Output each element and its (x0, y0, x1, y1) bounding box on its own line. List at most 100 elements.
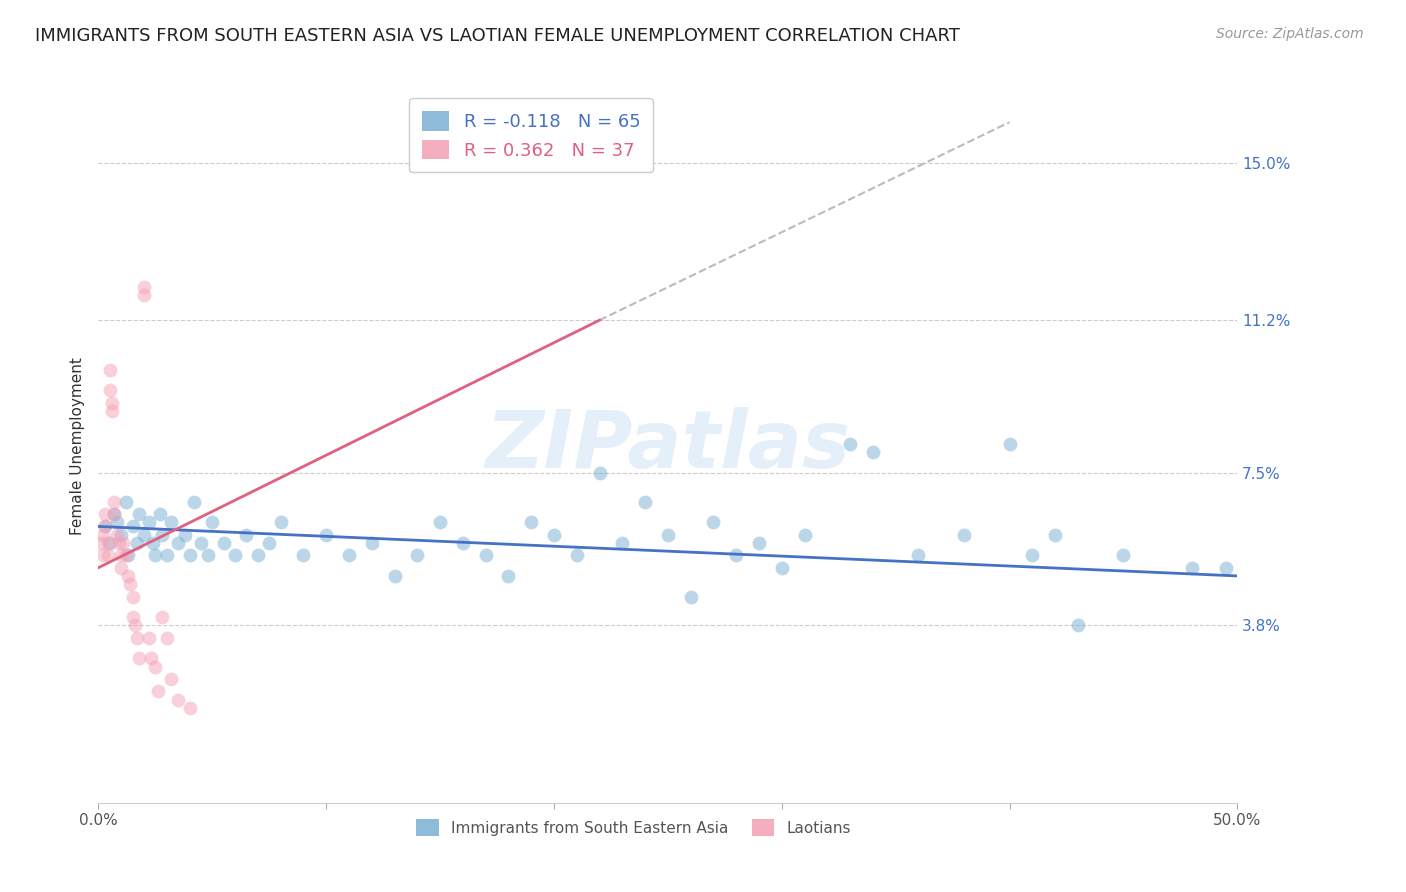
Point (96, 549, 118, 563)
Point (1067, 618, 1090, 632)
Point (190, 536, 212, 550)
Point (156, 631, 179, 645)
Point (259, 536, 281, 550)
Point (105, 516, 128, 530)
Point (128, 507, 150, 521)
Point (138, 516, 160, 530)
Point (1043, 527, 1066, 541)
Point (292, 549, 315, 563)
Point (91, 527, 114, 541)
Point (998, 437, 1021, 451)
Point (94, 519, 117, 533)
Point (112, 536, 135, 550)
Point (862, 445, 884, 459)
Point (1181, 560, 1204, 574)
Point (127, 631, 149, 645)
Text: ZIPatlas: ZIPatlas (485, 407, 851, 485)
Point (212, 536, 235, 550)
Point (132, 527, 155, 541)
Legend: Immigrants from South Eastern Asia, Laotians: Immigrants from South Eastern Asia, Laot… (406, 810, 860, 845)
Point (101, 404, 124, 418)
Point (657, 527, 679, 541)
Point (270, 516, 292, 530)
Text: IMMIGRANTS FROM SOUTH EASTERN ASIA VS LAOTIAN FEMALE UNEMPLOYMENT CORRELATION CH: IMMIGRANTS FROM SOUTH EASTERN ASIA VS LA… (35, 27, 960, 45)
Point (246, 549, 269, 563)
Point (1215, 560, 1237, 574)
Point (179, 549, 201, 563)
Point (108, 536, 131, 550)
Point (174, 527, 197, 541)
Point (96, 536, 118, 550)
Point (120, 577, 142, 591)
Point (94, 519, 117, 533)
Point (110, 527, 132, 541)
Point (114, 494, 136, 508)
Point (146, 684, 169, 698)
Point (474, 549, 496, 563)
Point (839, 437, 862, 451)
Point (360, 536, 382, 550)
Point (907, 549, 929, 563)
Point (224, 549, 246, 563)
Point (179, 701, 201, 715)
Point (565, 549, 588, 563)
Point (702, 516, 724, 530)
Point (145, 659, 167, 673)
Point (101, 395, 124, 409)
Point (98, 384, 121, 398)
Point (588, 466, 610, 480)
Point (103, 507, 125, 521)
Point (98, 536, 121, 550)
Point (953, 527, 976, 541)
Point (103, 494, 125, 508)
Point (132, 280, 155, 294)
Point (1112, 549, 1135, 563)
Point (139, 651, 162, 665)
Point (612, 536, 634, 550)
Point (150, 610, 173, 624)
Point (1021, 549, 1043, 563)
Point (103, 507, 125, 521)
Point (94, 507, 117, 521)
Point (121, 519, 143, 533)
Point (127, 536, 149, 550)
Point (150, 527, 173, 541)
Point (167, 692, 190, 706)
Point (679, 590, 702, 604)
Point (110, 549, 132, 563)
Point (384, 569, 406, 583)
Point (142, 536, 165, 550)
Point (235, 527, 257, 541)
Point (167, 536, 190, 550)
Point (429, 516, 451, 530)
Point (201, 516, 224, 530)
Point (110, 560, 132, 574)
Point (315, 527, 337, 541)
Text: Source: ZipAtlas.com: Source: ZipAtlas.com (1216, 27, 1364, 41)
Point (197, 549, 219, 563)
Point (117, 569, 139, 583)
Point (451, 536, 474, 550)
Point (124, 618, 146, 632)
Point (160, 672, 183, 686)
Point (117, 549, 139, 563)
Point (114, 549, 136, 563)
Point (98, 362, 121, 376)
Point (183, 494, 205, 508)
Point (121, 610, 143, 624)
Point (634, 494, 657, 508)
Point (149, 507, 172, 521)
Point (90, 536, 112, 550)
Point (160, 516, 183, 530)
Point (406, 549, 429, 563)
Point (748, 536, 770, 550)
Point (520, 516, 543, 530)
Point (145, 549, 167, 563)
Point (793, 527, 815, 541)
Point (770, 560, 793, 574)
Point (128, 651, 150, 665)
Point (337, 549, 360, 563)
Point (498, 569, 520, 583)
Point (725, 549, 748, 563)
Point (105, 527, 128, 541)
